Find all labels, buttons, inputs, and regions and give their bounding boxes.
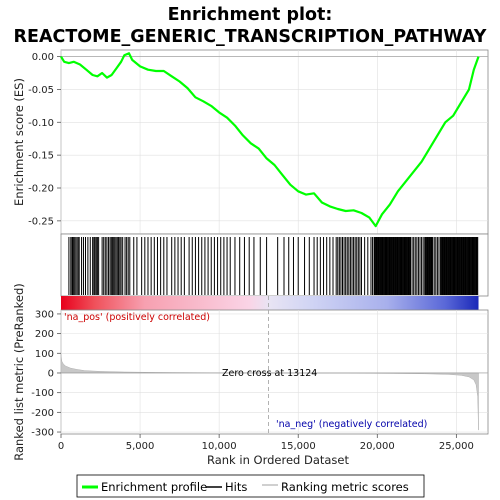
ranked-list-color-bar [61, 296, 479, 310]
es-tick-label-5: -0.25 [28, 216, 54, 227]
x-tick-label-4: 20,000 [360, 441, 395, 452]
metric-y-axis-label: Ranked list metric (PreRanked) [12, 283, 26, 461]
es-panel: 0.00 -0.05 -0.10 -0.15 -0.20 -0.25 [28, 49, 489, 235]
chart-title-line2: REACTOME_GENERIC_TRANSCRIPTION_PATHWAY [14, 27, 487, 47]
es-tick-label-0: 0.00 [32, 52, 54, 63]
metric-tick-label-6: -300 [31, 428, 54, 439]
x-axis-label: Rank in Ordered Dataset [207, 453, 350, 467]
es-y-axis-label: Enrichment score (ES) [12, 78, 26, 206]
legend-frame [76, 474, 425, 498]
hits-marks [68, 237, 479, 295]
x-axis-ticks: 0 5,000 10,000 15,000 20,000 25,000 [58, 434, 474, 452]
zero-cross-label: Zero cross at 13124 [222, 368, 317, 379]
metric-panel: 300 200 100 0 -100 -200 -300 'na_pos' (positiv… [31, 296, 489, 439]
x-tick-label-3: 15,000 [281, 441, 316, 452]
legend-metric-label: Ranking metric scores [281, 480, 409, 494]
x-tick-label-2: 10,000 [202, 441, 237, 452]
pos-correlated-label: 'na_pos' (positively correlated) [64, 312, 210, 323]
legend-hits-label: Hits [225, 480, 247, 494]
x-tick-label-0: 0 [58, 441, 64, 452]
metric-tick-label-5: -200 [31, 408, 54, 419]
es-y-ticks: 0.00 -0.05 -0.10 -0.15 -0.20 -0.25 [28, 52, 61, 227]
es-tick-label-3: -0.15 [28, 151, 54, 162]
metric-tick-label-2: 100 [35, 349, 54, 360]
hits-panel [60, 233, 489, 297]
chart-title-line1: Enrichment plot: [168, 5, 333, 25]
neg-correlated-label: 'na_neg' (negatively correlated) [276, 419, 427, 430]
es-tick-label-1: -0.05 [28, 85, 54, 96]
metric-tick-label-1: 200 [35, 329, 54, 340]
metric-y-ticks: 300 200 100 0 -100 -200 -300 [31, 309, 61, 439]
legend-enrichment-label: Enrichment profile [101, 480, 207, 494]
x-tick-label-5: 25,000 [439, 441, 474, 452]
es-panel-frame [60, 49, 489, 235]
enrichment-profile-line [60, 52, 480, 228]
metric-tick-label-4: -100 [31, 388, 54, 399]
metric-tick-label-3: 0 [48, 368, 54, 379]
legend: Enrichment profile Hits Ranking metric s… [76, 474, 425, 498]
metric-tick-label-0: 300 [35, 309, 54, 320]
es-tick-label-4: -0.20 [28, 184, 54, 195]
x-tick-label-1: 5,000 [126, 441, 155, 452]
es-tick-label-2: -0.10 [28, 118, 54, 129]
